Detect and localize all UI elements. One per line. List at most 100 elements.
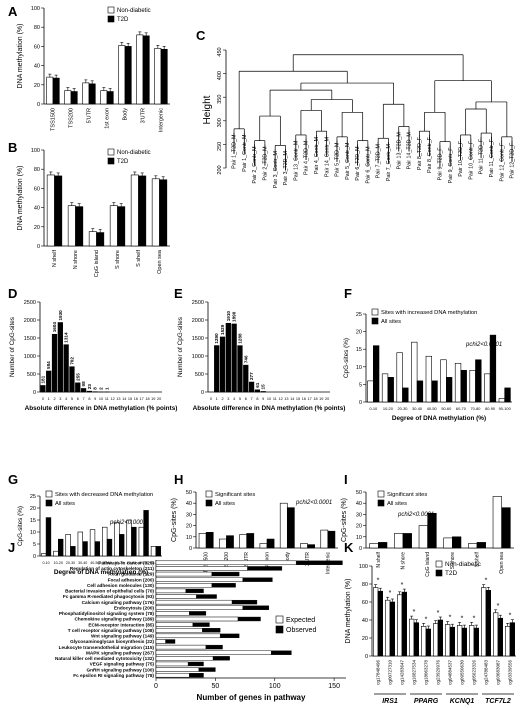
panel-c-leaf-label: Pair 4_Contr_M [314,137,320,174]
panel-c-leaf-label: Pair 12_T2D_F [510,142,516,179]
panel-b-category-label: N shelf [52,250,58,268]
panel-c-y-tick-label: 350 [217,95,223,104]
panel-e-bar [248,381,255,393]
panel-d-category-label: 20 [157,397,161,401]
panel-j-x-axis-label: Number of genes in pathway [197,693,306,702]
panel-g-category-label: 30-40 [78,561,87,565]
panel-h-y-axis-label: CpG-sites (%) [171,498,178,542]
panel-k-category-label: cg14283647 [400,660,405,685]
panel-e-y-tick-label: 1000 [192,354,204,360]
panel-e-y-axis-label: Number of CpG-sites [177,317,184,377]
panel-e-category-label: 7 [251,397,253,401]
panel-k-bar [445,624,451,657]
panel-k-bar [413,622,419,657]
panel-f-bar [396,352,403,403]
panel-i-chart: 0 10 20 30 40 50 CpG-sites (%) N shelf N shore Cp… [341,490,514,577]
panel-c-leaf-label: Pair 13_T2D_M [396,132,402,169]
panel-c-leaf-label: Pair 5_Contr_M [345,143,351,180]
panel-k-significance-marker: * [485,578,488,585]
panel-a-category-label: Intergenic [159,108,165,132]
panel-j-x-tick-label: 100 [269,683,281,690]
panel-d-y-tick-label: 1000 [24,354,36,360]
panel-f-bar [381,373,389,403]
panel-k-bar [497,617,503,657]
panel-h-bar [205,532,214,549]
panel-k-bar [485,589,491,657]
panel-k-bar [493,612,499,657]
panel-f-y-tick-label: 0 [359,400,362,406]
panel-b-y-axis-label: DNA methylation (%) [17,166,24,231]
panel-g-category-label: 70-80 [127,561,136,565]
panel-h-bar [327,530,336,549]
panel-b-y-tick-label: 80 [34,167,40,173]
panel-c-leaf-label: Pair 3_Contr_M [273,151,279,188]
panel-b-bar [151,178,160,247]
panel-h-bar [286,507,295,549]
panel-i-y-tick-label: 0 [359,546,362,552]
panel-g-bar [119,534,125,557]
panel-a-bar [64,90,72,105]
panel-letter-e: E [174,286,183,301]
panel-b-bar [159,179,168,247]
panel-h-y-tick-label: 20 [186,524,192,530]
panel-d-y-tick-label: 2000 [24,318,36,324]
panel-e-category-label: 16 [302,397,306,401]
panel-g-p-value-annotation: pchi2<0.0001 [109,520,146,526]
panel-h-bar [266,538,275,549]
panel-c-leaf-label: Pair 13_Contr_M [293,141,299,181]
panel-k-category-label: cg17848496 [376,660,381,685]
panel-letter-h: H [174,472,183,487]
panel-g-category-label: 20-30 [66,561,75,565]
panel-g-bar [150,546,157,557]
panel-i-bar [452,536,462,549]
panel-b-bar [96,232,105,247]
panel-c-y-tick-label: 450 [217,47,223,56]
panel-f-bar [504,387,511,403]
panel-f-bar [367,380,374,403]
panel-a-bar [118,45,126,105]
panel-i-bar [378,542,388,549]
panel-e-data-label: 1529 [220,324,225,335]
panel-b-legend-label: T2D [117,159,129,165]
panel-c-leaf-label: Pair 12_Contr_F [499,142,505,182]
panel-j-legend-swatch [275,615,284,624]
panel-j-category-label: Bacterial invasion of epithelial cells (… [65,589,154,594]
panel-f-bar [431,380,438,403]
panel-h-legend-label: Significant sites [215,492,255,498]
panel-k-category-label: cg09550630 [460,660,465,685]
panel-a-bar [52,77,60,105]
panel-g-x-axis-label: Degree of DNA methylation (%) [54,569,148,576]
panel-h-category-label: Body [285,552,291,564]
panel-f-category-label: 60-70 [456,406,467,411]
panel-j-bar-expected [155,639,166,644]
panel-f-bar [498,398,506,403]
panel-h-bar [259,543,268,549]
panel-d-category-label: 3 [59,397,61,401]
panel-d-category-label: 17 [140,397,144,401]
panel-e-chart: 0 500 1000 1500 2000 2500 Number of CpG-sites 0… [177,300,345,412]
panel-i-y-tick-label: 10 [356,535,362,541]
panel-e-bar [254,389,261,393]
panel-j-bar-expected [155,622,194,627]
panel-j-bar-expected [155,656,214,661]
panel-i-category-label: Open sea [499,552,505,574]
panel-b-category-label: Open sea [157,249,163,274]
panel-f-category-label: 90-100 [499,406,512,411]
panel-letter-d: D [8,286,17,301]
panel-d-y-tick-label: 0 [33,390,36,396]
panel-c-leaf-label: Pair 2_Contr_M [252,146,258,183]
panel-c-leaf-label: Pair 7_T2D_M [376,144,382,178]
panel-b-bar [109,205,118,247]
panel-d-data-label: 255 [75,373,80,381]
panel-b-chart: 0 20 40 60 80 100 DNA methylation (%) N shelf N … [17,148,170,277]
panel-f-y-tick-label: 5 [359,382,362,388]
panel-h-p-value-annotation: pchi2<0.0001 [295,500,332,506]
panel-a-bar [88,83,96,105]
panel-j-category-label: ECM-receptor interaction (85) [88,622,154,627]
panel-k-legend-swatch [435,569,443,577]
panel-j-category-label: MAPK signaling pathway (267) [86,650,154,655]
panel-j-category-label: Focal adhesion (200) [108,577,155,582]
panel-d-data-label: 1314 [64,332,69,343]
panel-c-leaf-label: Pair 6_Contr_M [365,146,371,183]
